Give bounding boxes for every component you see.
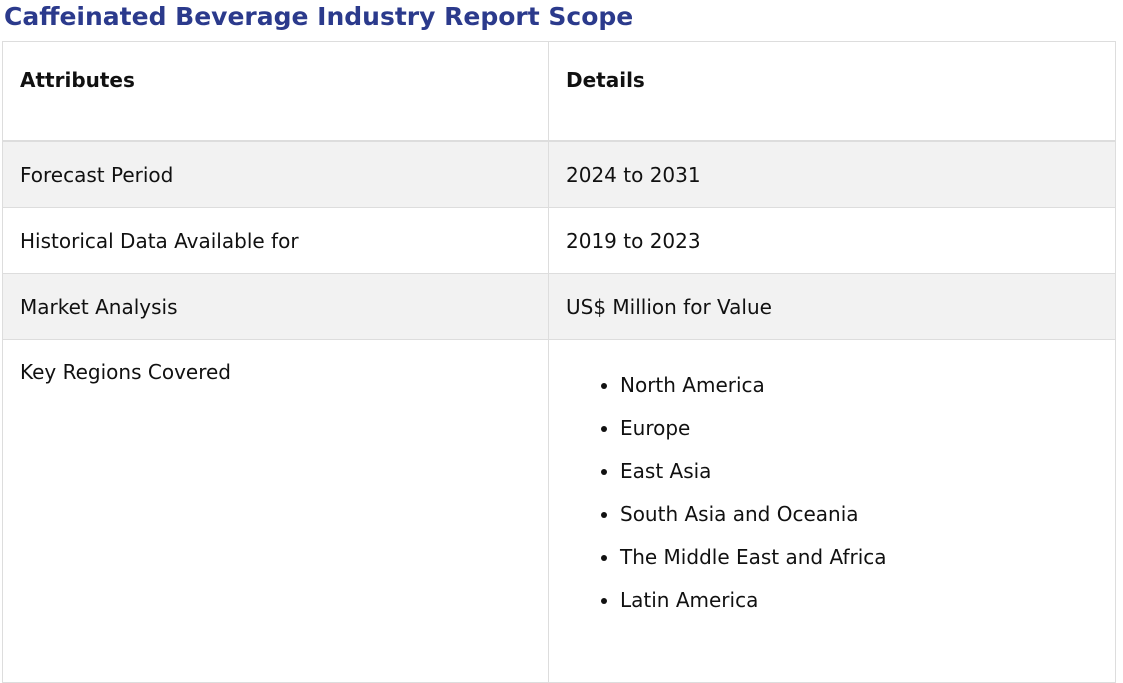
table-row: Historical Data Available for 2019 to 20… [2, 207, 1116, 274]
detail-cell: US$ Million for Value [548, 273, 1116, 340]
list-item: Latin America [620, 579, 1098, 622]
regions-list: North America Europe East Asia South Asi… [566, 364, 1098, 622]
header-attributes: Attributes [2, 41, 549, 142]
table-header-row: Attributes Details [2, 41, 1116, 142]
header-details: Details [548, 41, 1116, 142]
table-row: Forecast Period 2024 to 2031 [2, 140, 1116, 208]
detail-cell: 2024 to 2031 [548, 140, 1116, 208]
attribute-cell: Key Regions Covered [2, 339, 549, 683]
list-item: The Middle East and Africa [620, 536, 1098, 579]
attribute-cell: Historical Data Available for [2, 207, 549, 274]
report-scope-table: Attributes Details Forecast Period 2024 … [2, 41, 1116, 683]
attribute-cell: Forecast Period [2, 140, 549, 208]
list-item: Europe [620, 407, 1098, 450]
detail-cell: North America Europe East Asia South Asi… [548, 339, 1116, 683]
list-item: South Asia and Oceania [620, 493, 1098, 536]
table-row: Market Analysis US$ Million for Value [2, 273, 1116, 340]
table-row-regions: Key Regions Covered North America Europe… [2, 339, 1116, 683]
list-item: North America [620, 364, 1098, 407]
list-item: East Asia [620, 450, 1098, 493]
attribute-cell: Market Analysis [2, 273, 549, 340]
page-title: Caffeinated Beverage Industry Report Sco… [4, 2, 634, 31]
detail-cell: 2019 to 2023 [548, 207, 1116, 274]
